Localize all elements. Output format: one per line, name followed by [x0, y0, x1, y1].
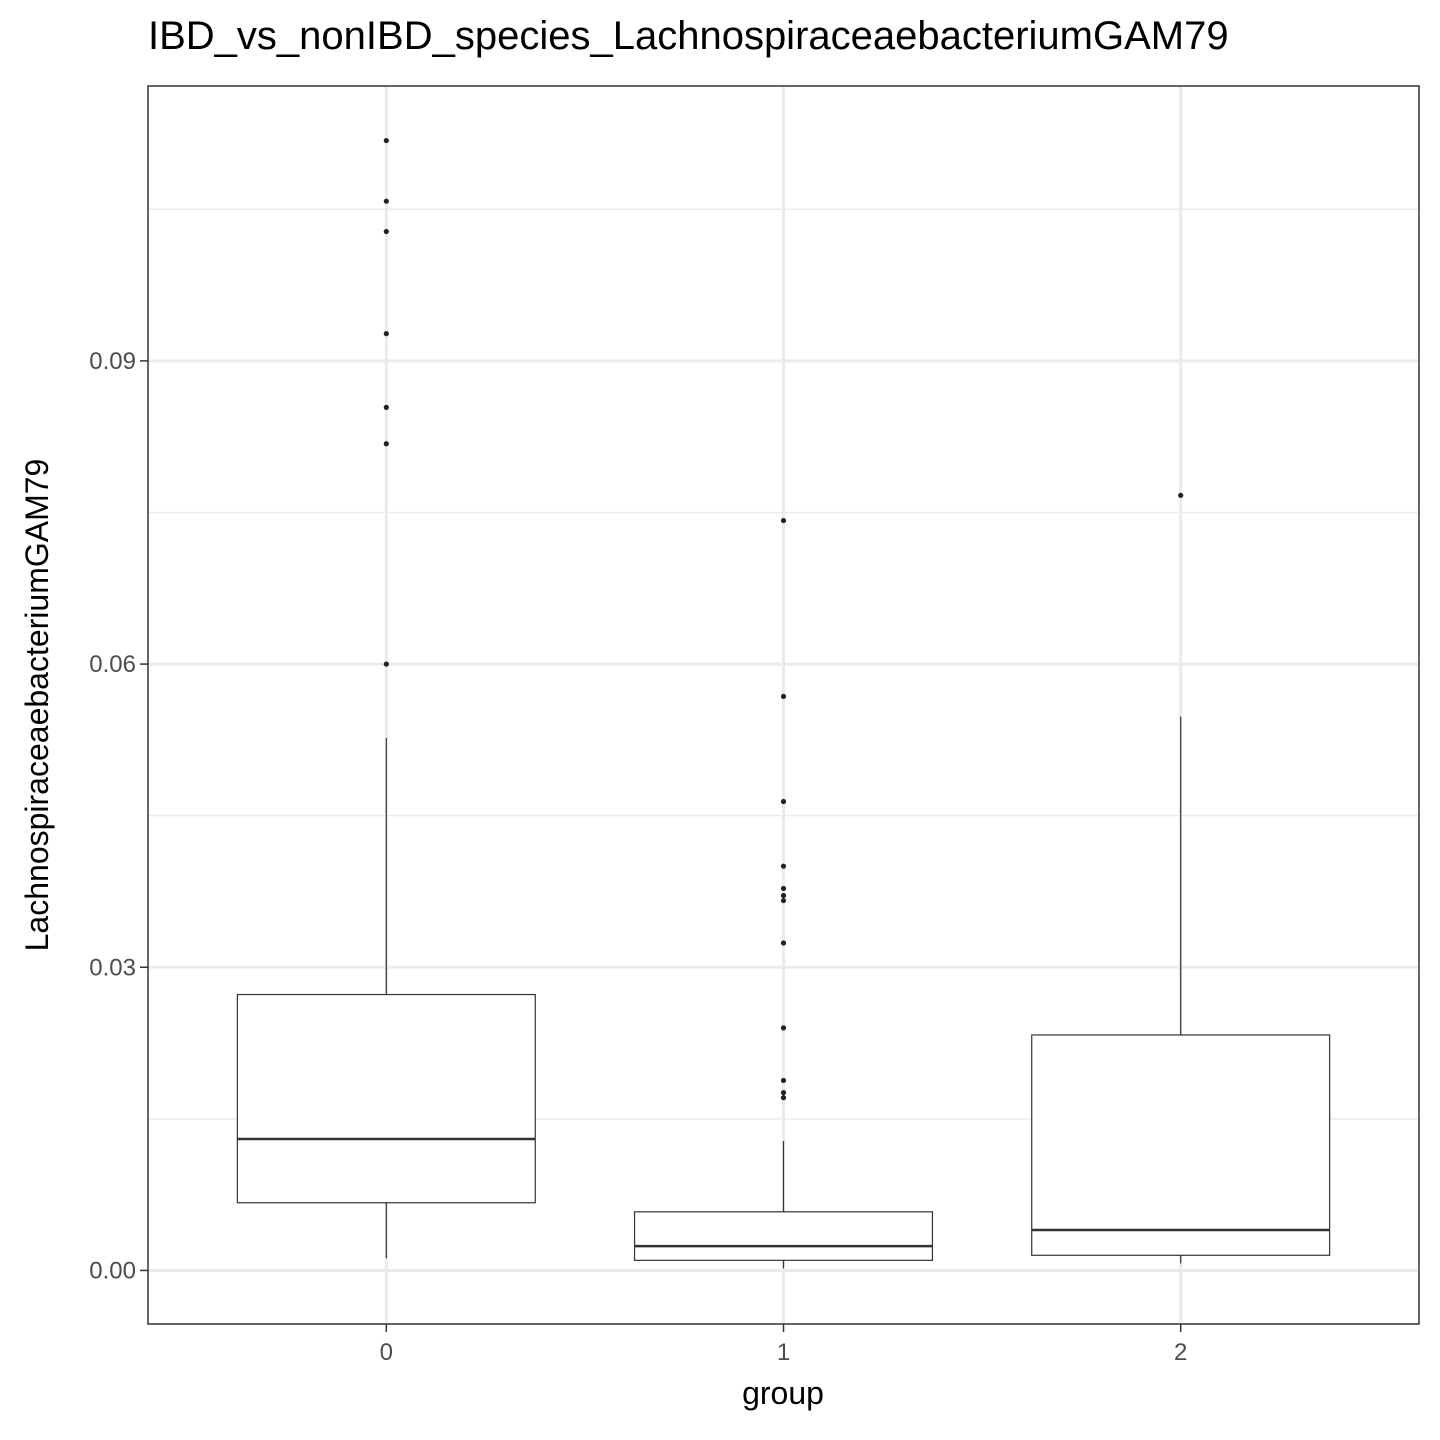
outlier-point [780, 1077, 787, 1084]
outlier-point [780, 1025, 787, 1031]
axes-layer: 0.00 0.03 0.06 0.09 0 1 2 [89, 348, 1187, 1366]
outlier-point [383, 441, 389, 447]
box-iqr [236, 993, 536, 1204]
y-tick-label: 0.06 [89, 651, 136, 678]
outlier-point [780, 1089, 787, 1096]
outlier-point [383, 228, 389, 235]
box-group-2 [1031, 492, 1331, 1264]
outlier-point [383, 331, 389, 337]
x-tick-label: 0 [380, 1339, 393, 1366]
box-group-1 [633, 517, 934, 1269]
x-tick-label: 2 [1174, 1339, 1187, 1366]
box-group-0 [236, 137, 536, 1259]
y-tick-label: 0.00 [89, 1257, 136, 1284]
outlier-point [780, 517, 787, 524]
boxes-layer [236, 137, 1331, 1269]
outlier-point [383, 661, 389, 667]
chart-title: IBD_vs_nonIBD_species_Lachnospiraceaebac… [148, 14, 1229, 58]
outlier-point [780, 897, 787, 904]
outlier-point [383, 198, 389, 204]
outlier-point [780, 940, 787, 946]
x-tick-label: 1 [777, 1339, 790, 1366]
box-iqr [633, 1211, 934, 1261]
outlier-point [780, 863, 787, 869]
outlier-point [780, 892, 787, 899]
outlier-point [383, 137, 389, 144]
outlier-point [780, 1095, 787, 1101]
y-tick-label: 0.09 [89, 348, 136, 375]
outlier-point [780, 885, 787, 892]
y-axis-title: LachnospiraceaebacteriumGAM79 [19, 459, 55, 952]
y-tick-label: 0.03 [89, 954, 136, 981]
x-axis-title: group [742, 1375, 824, 1411]
outlier-point [780, 693, 787, 700]
outlier-point [780, 798, 787, 805]
outlier-point [383, 404, 389, 410]
outlier-point [1178, 492, 1184, 498]
box-iqr [1031, 1034, 1331, 1256]
